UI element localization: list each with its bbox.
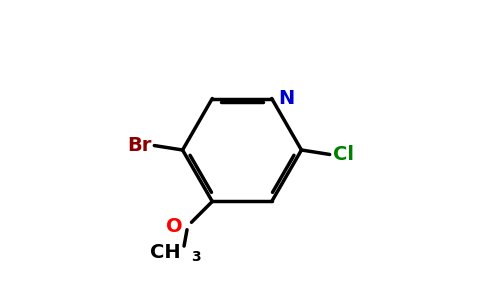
Text: CH: CH <box>151 242 181 262</box>
Text: Br: Br <box>127 136 151 155</box>
Text: N: N <box>278 89 294 108</box>
Text: O: O <box>166 217 182 236</box>
Text: Cl: Cl <box>333 145 354 164</box>
Text: 3: 3 <box>192 250 201 264</box>
